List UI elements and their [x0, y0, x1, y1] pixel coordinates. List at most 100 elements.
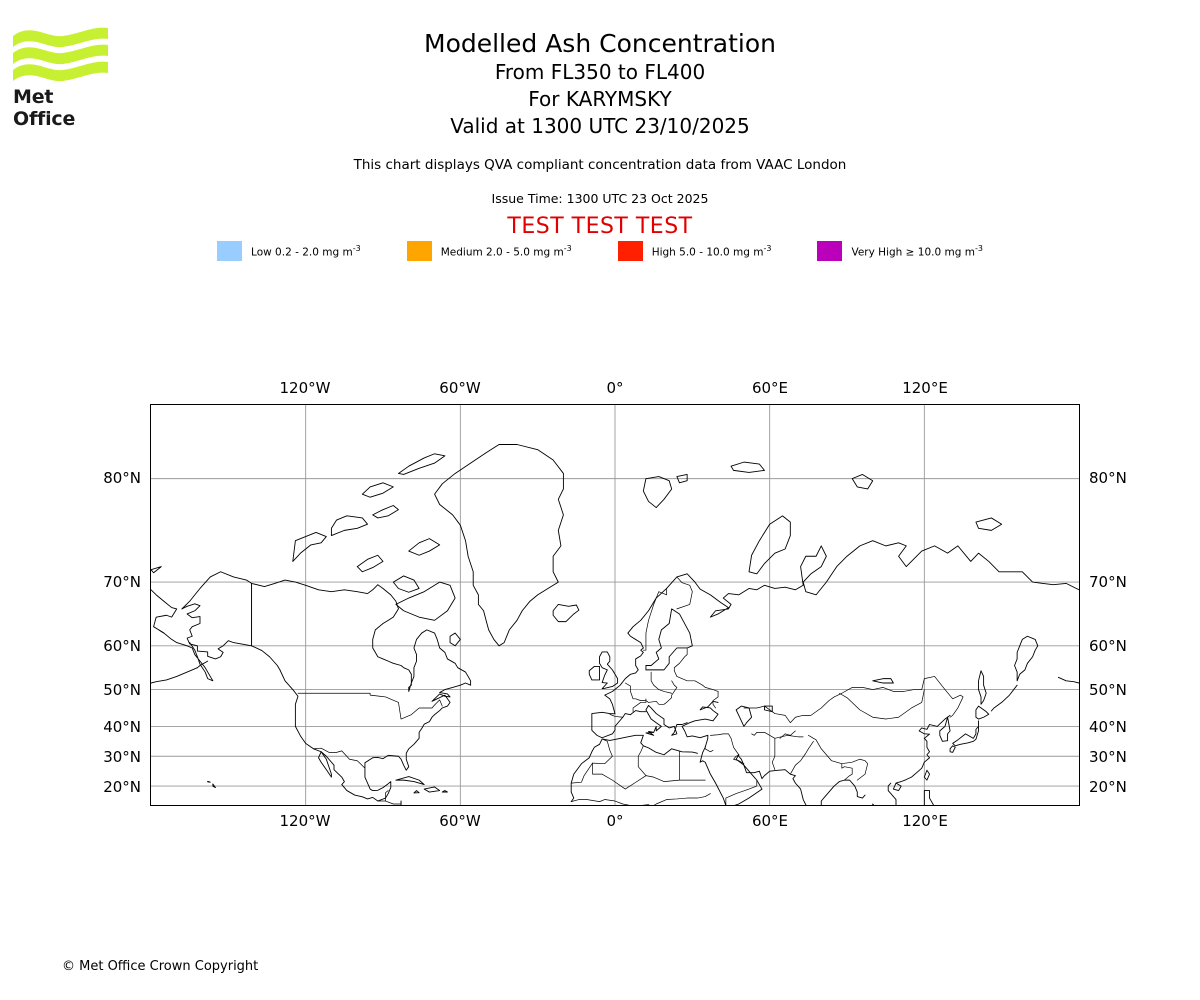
- legend-label-medium: Medium 2.0 - 5.0 mg m-3: [440, 243, 572, 259]
- map-area: [150, 404, 1080, 806]
- legend-swatch-very-high: [817, 241, 843, 261]
- coastline-path-8: [292, 532, 327, 562]
- coastline-path-6: [251, 579, 472, 802]
- coastline-path-54: [923, 769, 930, 781]
- border-path-1: [297, 692, 443, 720]
- coastline-path-35: [949, 745, 956, 753]
- coastline-path-17: [449, 632, 461, 647]
- coastline-path-0: [181, 603, 281, 671]
- coastline-path-38: [872, 782, 897, 805]
- axis-label-lon-top--120: 120°W: [279, 379, 331, 397]
- axis-label-lat-left-50: 50°N: [103, 681, 141, 699]
- border-path-20: [704, 746, 714, 753]
- coastline-path-56: [423, 786, 441, 793]
- coastline-path-61: [400, 800, 402, 805]
- coastline-path-12: [398, 453, 446, 475]
- border-path-29: [377, 800, 402, 805]
- coastline-path-3: [151, 667, 198, 684]
- axis-label-lon-bottom-60: 60°E: [751, 812, 789, 830]
- coastline-path-48: [735, 705, 753, 727]
- border-path-11: [712, 691, 719, 709]
- coastline-path-41: [570, 734, 698, 803]
- axis-label-lat-right-50: 50°N: [1089, 681, 1127, 699]
- border-path-5: [673, 647, 688, 672]
- coastline-path-50: [872, 678, 894, 684]
- coastline-path-1: [181, 571, 253, 610]
- legend-swatch-medium: [406, 241, 432, 261]
- page-title: Modelled Ash Concentration: [424, 29, 776, 58]
- coastline-path-51: [923, 790, 934, 805]
- coastline-path-14: [392, 575, 420, 593]
- axis-label-lon-top-0: 0°: [606, 379, 624, 397]
- coastline-path-33: [975, 705, 990, 720]
- border-path-7: [624, 680, 678, 705]
- border-path-21: [725, 779, 758, 805]
- valid-time-subtitle: Valid at 1300 UTC 23/10/2025: [450, 114, 750, 138]
- qva-note: This chart displays QVA compliant concen…: [353, 157, 847, 173]
- coastline-path-31: [978, 670, 987, 705]
- copyright-footer: © Met Office Crown Copyright: [62, 959, 259, 974]
- border-path-26: [570, 793, 711, 805]
- met-office-wave-logo-icon: [13, 27, 108, 82]
- coastline-path-59: [212, 783, 216, 789]
- coastline-path-27: [627, 540, 1079, 634]
- border-path-2: [313, 747, 366, 769]
- border-path-27: [789, 740, 814, 775]
- border-path-12: [743, 692, 843, 724]
- coastline-path-46: [599, 651, 619, 690]
- border-path-4: [642, 588, 667, 651]
- coastline-path-30: [1014, 635, 1039, 682]
- coastline-path-11: [361, 482, 394, 498]
- axis-label-lon-bottom--60: 60°W: [439, 812, 481, 830]
- legend-swatch-high: [617, 241, 643, 261]
- country-borders: [251, 576, 964, 805]
- coastlines: [151, 444, 1079, 805]
- coastline-path-23: [748, 515, 791, 575]
- legend-label-very-high: Very High ≥ 10.0 mg m-3: [851, 243, 983, 259]
- coastline-path-34: [952, 720, 979, 747]
- coastline-path-20: [642, 476, 673, 509]
- border-path-24: [592, 738, 613, 765]
- coastline-path-15: [408, 538, 441, 556]
- border-path-8: [650, 671, 673, 694]
- concentration-legend: Low 0.2 - 2.0 mg m-3 Medium 2.0 - 5.0 mg …: [0, 241, 1200, 261]
- axis-label-lat-right-70: 70°N: [1089, 573, 1127, 591]
- coastline-path-32: [990, 684, 1018, 712]
- coastline-path-60: [207, 780, 211, 783]
- coastline-path-5: [1057, 676, 1079, 684]
- world-map: [151, 405, 1079, 805]
- coastline-path-19: [552, 603, 580, 623]
- coastline-path-55: [395, 776, 425, 786]
- border-path-3: [676, 576, 693, 610]
- border-path-10: [609, 713, 624, 718]
- coastline-path-57: [413, 790, 420, 794]
- coastline-path-58: [441, 790, 448, 793]
- coastline-path-4: [196, 660, 209, 669]
- coastline-path-43: [645, 704, 688, 736]
- axis-label-lat-right-30: 30°N: [1089, 748, 1127, 766]
- coastline-path-47: [588, 665, 600, 681]
- legend-item-very-high: Very High ≥ 10.0 mg m-3: [817, 241, 983, 261]
- axis-label-lat-right-60: 60°N: [1089, 637, 1127, 655]
- border-path-31: [838, 689, 925, 720]
- met-office-logo: Met Office: [13, 26, 111, 130]
- border-path-18: [710, 733, 740, 756]
- axis-label-lat-right-20: 20°N: [1089, 778, 1127, 796]
- coastline-path-44: [591, 632, 647, 739]
- border-path-28: [841, 763, 853, 781]
- flight-level-subtitle: From FL350 to FL400: [494, 60, 706, 84]
- legend-label-high: High 5.0 - 10.0 mg m-3: [651, 243, 772, 259]
- coastline-path-26: [151, 566, 162, 574]
- coastline-path-42: [681, 700, 719, 739]
- logo-wordmark: Met Office: [13, 86, 76, 130]
- axis-label-lon-top-120: 120°E: [902, 379, 948, 397]
- legend-swatch-low: [217, 241, 243, 261]
- axis-label-lat-left-30: 30°N: [103, 748, 141, 766]
- legend-item-high: High 5.0 - 10.0 mg m-3: [617, 241, 772, 261]
- test-banner: TEST TEST TEST: [507, 214, 693, 239]
- title-block: Modelled Ash Concentration From FL350 to…: [0, 28, 1200, 140]
- legend-item-medium: Medium 2.0 - 5.0 mg m-3: [406, 241, 572, 261]
- coastline-path-18: [434, 444, 564, 647]
- axis-label-lat-right-40: 40°N: [1089, 718, 1127, 736]
- coastline-path-16: [395, 581, 456, 621]
